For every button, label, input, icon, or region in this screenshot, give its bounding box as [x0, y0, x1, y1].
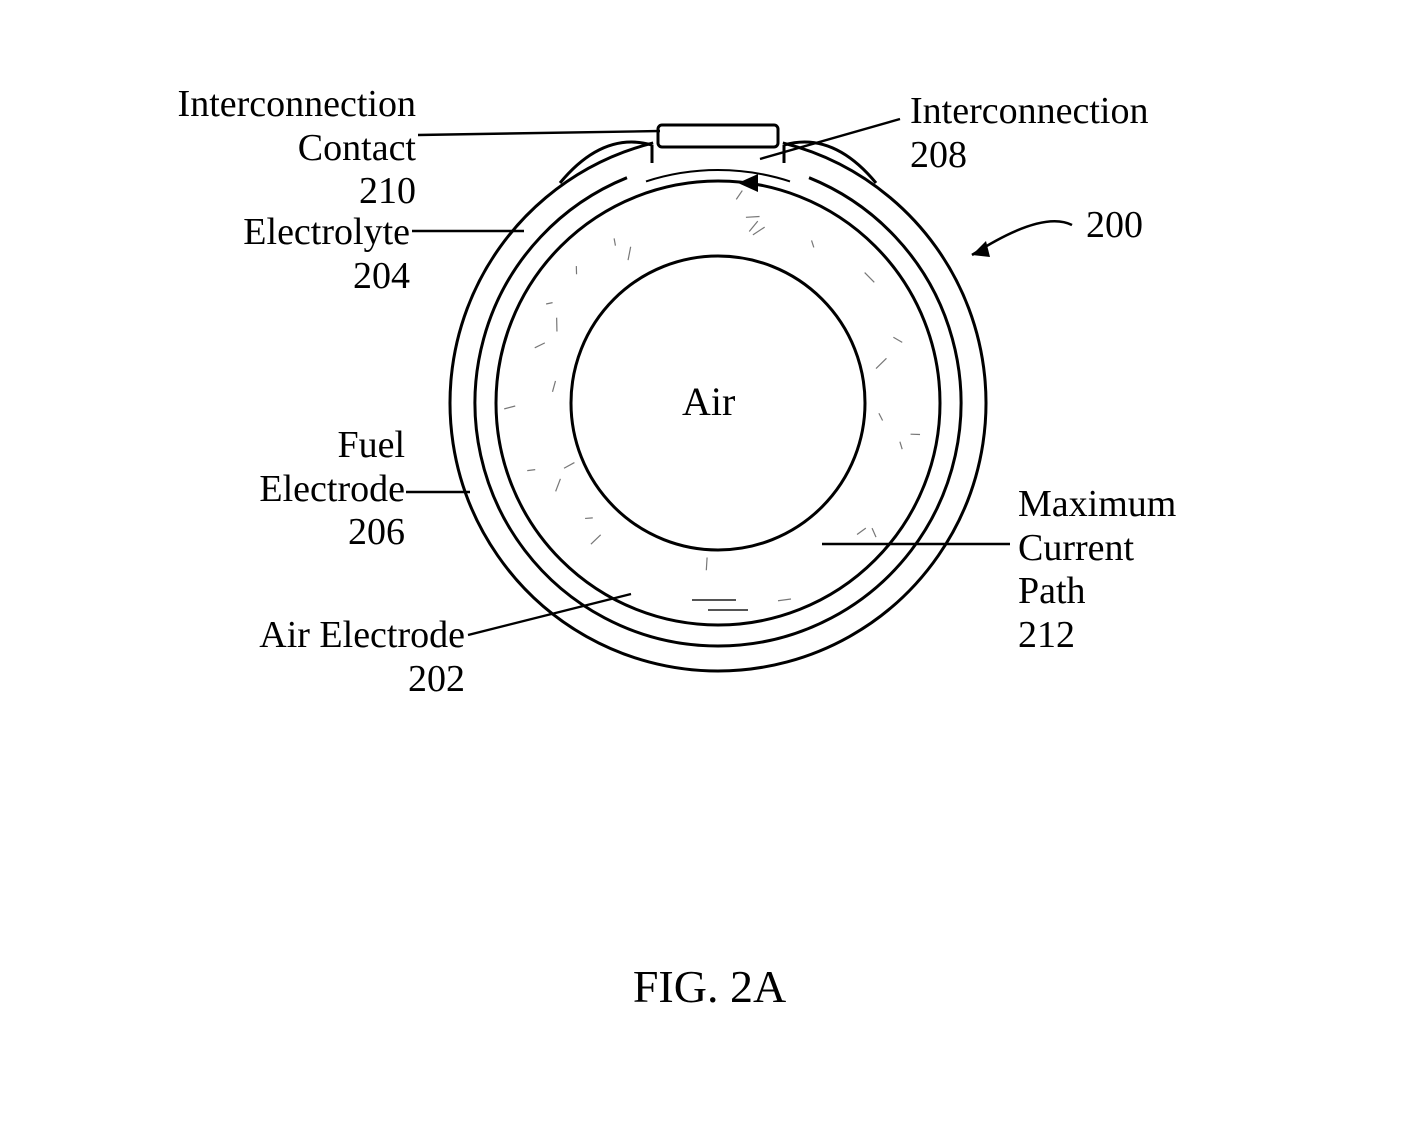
label-text: Air	[682, 379, 735, 424]
figure-caption: FIG. 2A	[633, 960, 786, 1013]
label-air-center: Air	[682, 379, 735, 425]
label-text: Contact	[298, 127, 416, 169]
label-text: Interconnection	[910, 90, 1148, 132]
label-text: Maximum	[1018, 483, 1176, 525]
label-text: Interconnection	[178, 83, 416, 125]
label-num: 202	[408, 658, 465, 700]
label-interconnection-contact: Interconnection Contact 210	[120, 83, 416, 214]
label-interconnection: Interconnection 208	[910, 90, 1148, 177]
label-num: 212	[1018, 614, 1075, 656]
label-num: 204	[353, 255, 410, 297]
label-assembly-ref: 200	[1086, 204, 1143, 248]
label-max-current: Maximum Current Path 212	[1018, 483, 1176, 658]
label-text: Electrolyte	[243, 211, 410, 253]
label-num: 210	[359, 170, 416, 212]
label-num: 206	[348, 511, 405, 553]
label-text: Fuel	[337, 424, 405, 466]
label-air-electrode: Air Electrode 202	[180, 614, 465, 701]
label-text: Air Electrode	[259, 614, 465, 656]
label-text: Current	[1018, 527, 1134, 569]
label-fuel-electrode: Fuel Electrode 206	[195, 424, 405, 555]
label-num: 208	[910, 134, 967, 176]
caption-text: FIG. 2A	[633, 961, 786, 1012]
label-text: Path	[1018, 570, 1086, 612]
label-num: 200	[1086, 204, 1143, 246]
label-text: Electrode	[259, 468, 405, 510]
label-electrolyte: Electrolyte 204	[180, 211, 410, 298]
